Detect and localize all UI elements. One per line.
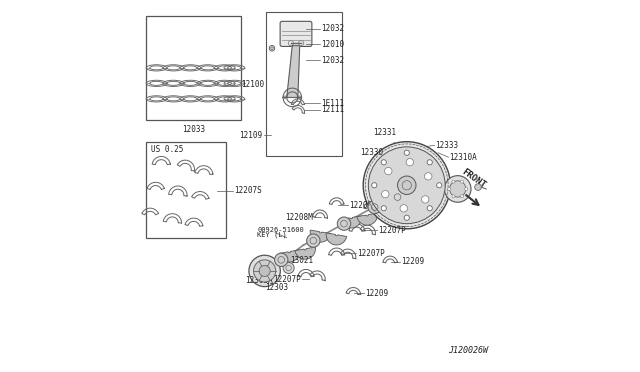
Text: 12209: 12209: [401, 257, 425, 266]
Ellipse shape: [337, 217, 351, 230]
Text: US 0.25: US 0.25: [151, 145, 183, 154]
Ellipse shape: [259, 265, 270, 276]
Ellipse shape: [406, 158, 413, 166]
Ellipse shape: [368, 201, 381, 214]
Ellipse shape: [363, 142, 451, 229]
Ellipse shape: [275, 253, 288, 266]
Ellipse shape: [461, 195, 463, 198]
Ellipse shape: [427, 160, 433, 165]
FancyBboxPatch shape: [280, 21, 312, 46]
Text: 00926-51600: 00926-51600: [257, 227, 304, 233]
Ellipse shape: [307, 234, 320, 247]
Text: 12207P: 12207P: [357, 249, 385, 258]
Ellipse shape: [381, 206, 387, 211]
Ellipse shape: [452, 180, 455, 183]
Text: 12111: 12111: [321, 105, 344, 114]
Text: KEY (L): KEY (L): [257, 231, 287, 238]
Ellipse shape: [369, 147, 445, 224]
Text: 12100: 12100: [241, 80, 264, 89]
Ellipse shape: [253, 260, 276, 282]
Text: 1E111: 1E111: [321, 99, 344, 108]
Ellipse shape: [404, 150, 410, 155]
Text: J120026W: J120026W: [448, 346, 488, 355]
Bar: [147, 142, 226, 238]
Bar: [266, 13, 342, 157]
Text: 12209: 12209: [365, 289, 388, 298]
Text: FRONT: FRONT: [460, 168, 488, 190]
Text: 13021: 13021: [290, 256, 313, 265]
Wedge shape: [357, 213, 378, 225]
Ellipse shape: [372, 183, 377, 188]
Text: 12330: 12330: [360, 148, 383, 157]
Ellipse shape: [397, 176, 416, 195]
Ellipse shape: [381, 160, 387, 165]
Wedge shape: [326, 233, 347, 245]
Text: 12303F: 12303F: [388, 178, 415, 187]
Ellipse shape: [448, 187, 451, 190]
Ellipse shape: [452, 195, 455, 198]
Ellipse shape: [422, 196, 429, 203]
Wedge shape: [368, 199, 388, 211]
Text: 12033: 12033: [182, 125, 205, 134]
Ellipse shape: [249, 255, 280, 286]
Ellipse shape: [424, 173, 432, 180]
Ellipse shape: [391, 190, 404, 204]
Ellipse shape: [465, 187, 468, 190]
Text: 12207P: 12207P: [273, 275, 300, 283]
Ellipse shape: [269, 45, 275, 51]
Text: 12200: 12200: [399, 186, 422, 195]
Text: 12310A: 12310A: [449, 153, 477, 162]
Text: 12331: 12331: [373, 128, 396, 137]
Text: 12109: 12109: [239, 131, 262, 140]
Text: 12303A: 12303A: [245, 276, 273, 285]
Ellipse shape: [404, 215, 410, 220]
Ellipse shape: [427, 206, 433, 211]
Text: 12207P: 12207P: [393, 203, 421, 212]
Ellipse shape: [475, 184, 481, 190]
Ellipse shape: [381, 190, 389, 198]
Ellipse shape: [444, 176, 471, 202]
Text: 12333: 12333: [436, 141, 459, 150]
Text: 12207P: 12207P: [378, 226, 406, 235]
Text: 12208M: 12208M: [349, 201, 376, 210]
Text: 12010: 12010: [321, 40, 344, 49]
Ellipse shape: [449, 181, 466, 197]
Wedge shape: [384, 202, 404, 214]
Ellipse shape: [385, 167, 392, 175]
Wedge shape: [310, 230, 331, 242]
Text: 12032: 12032: [321, 24, 344, 33]
Text: 12032: 12032: [321, 56, 344, 65]
Text: 12208M: 12208M: [285, 213, 314, 222]
Bar: [147, 16, 241, 119]
Polygon shape: [287, 46, 300, 97]
Wedge shape: [341, 216, 362, 228]
Text: 12207S: 12207S: [234, 186, 262, 195]
Ellipse shape: [461, 180, 463, 183]
Text: 12303: 12303: [266, 283, 289, 292]
Ellipse shape: [283, 262, 294, 273]
Ellipse shape: [436, 183, 442, 188]
Wedge shape: [295, 247, 316, 259]
Ellipse shape: [400, 205, 408, 212]
Wedge shape: [279, 250, 300, 262]
